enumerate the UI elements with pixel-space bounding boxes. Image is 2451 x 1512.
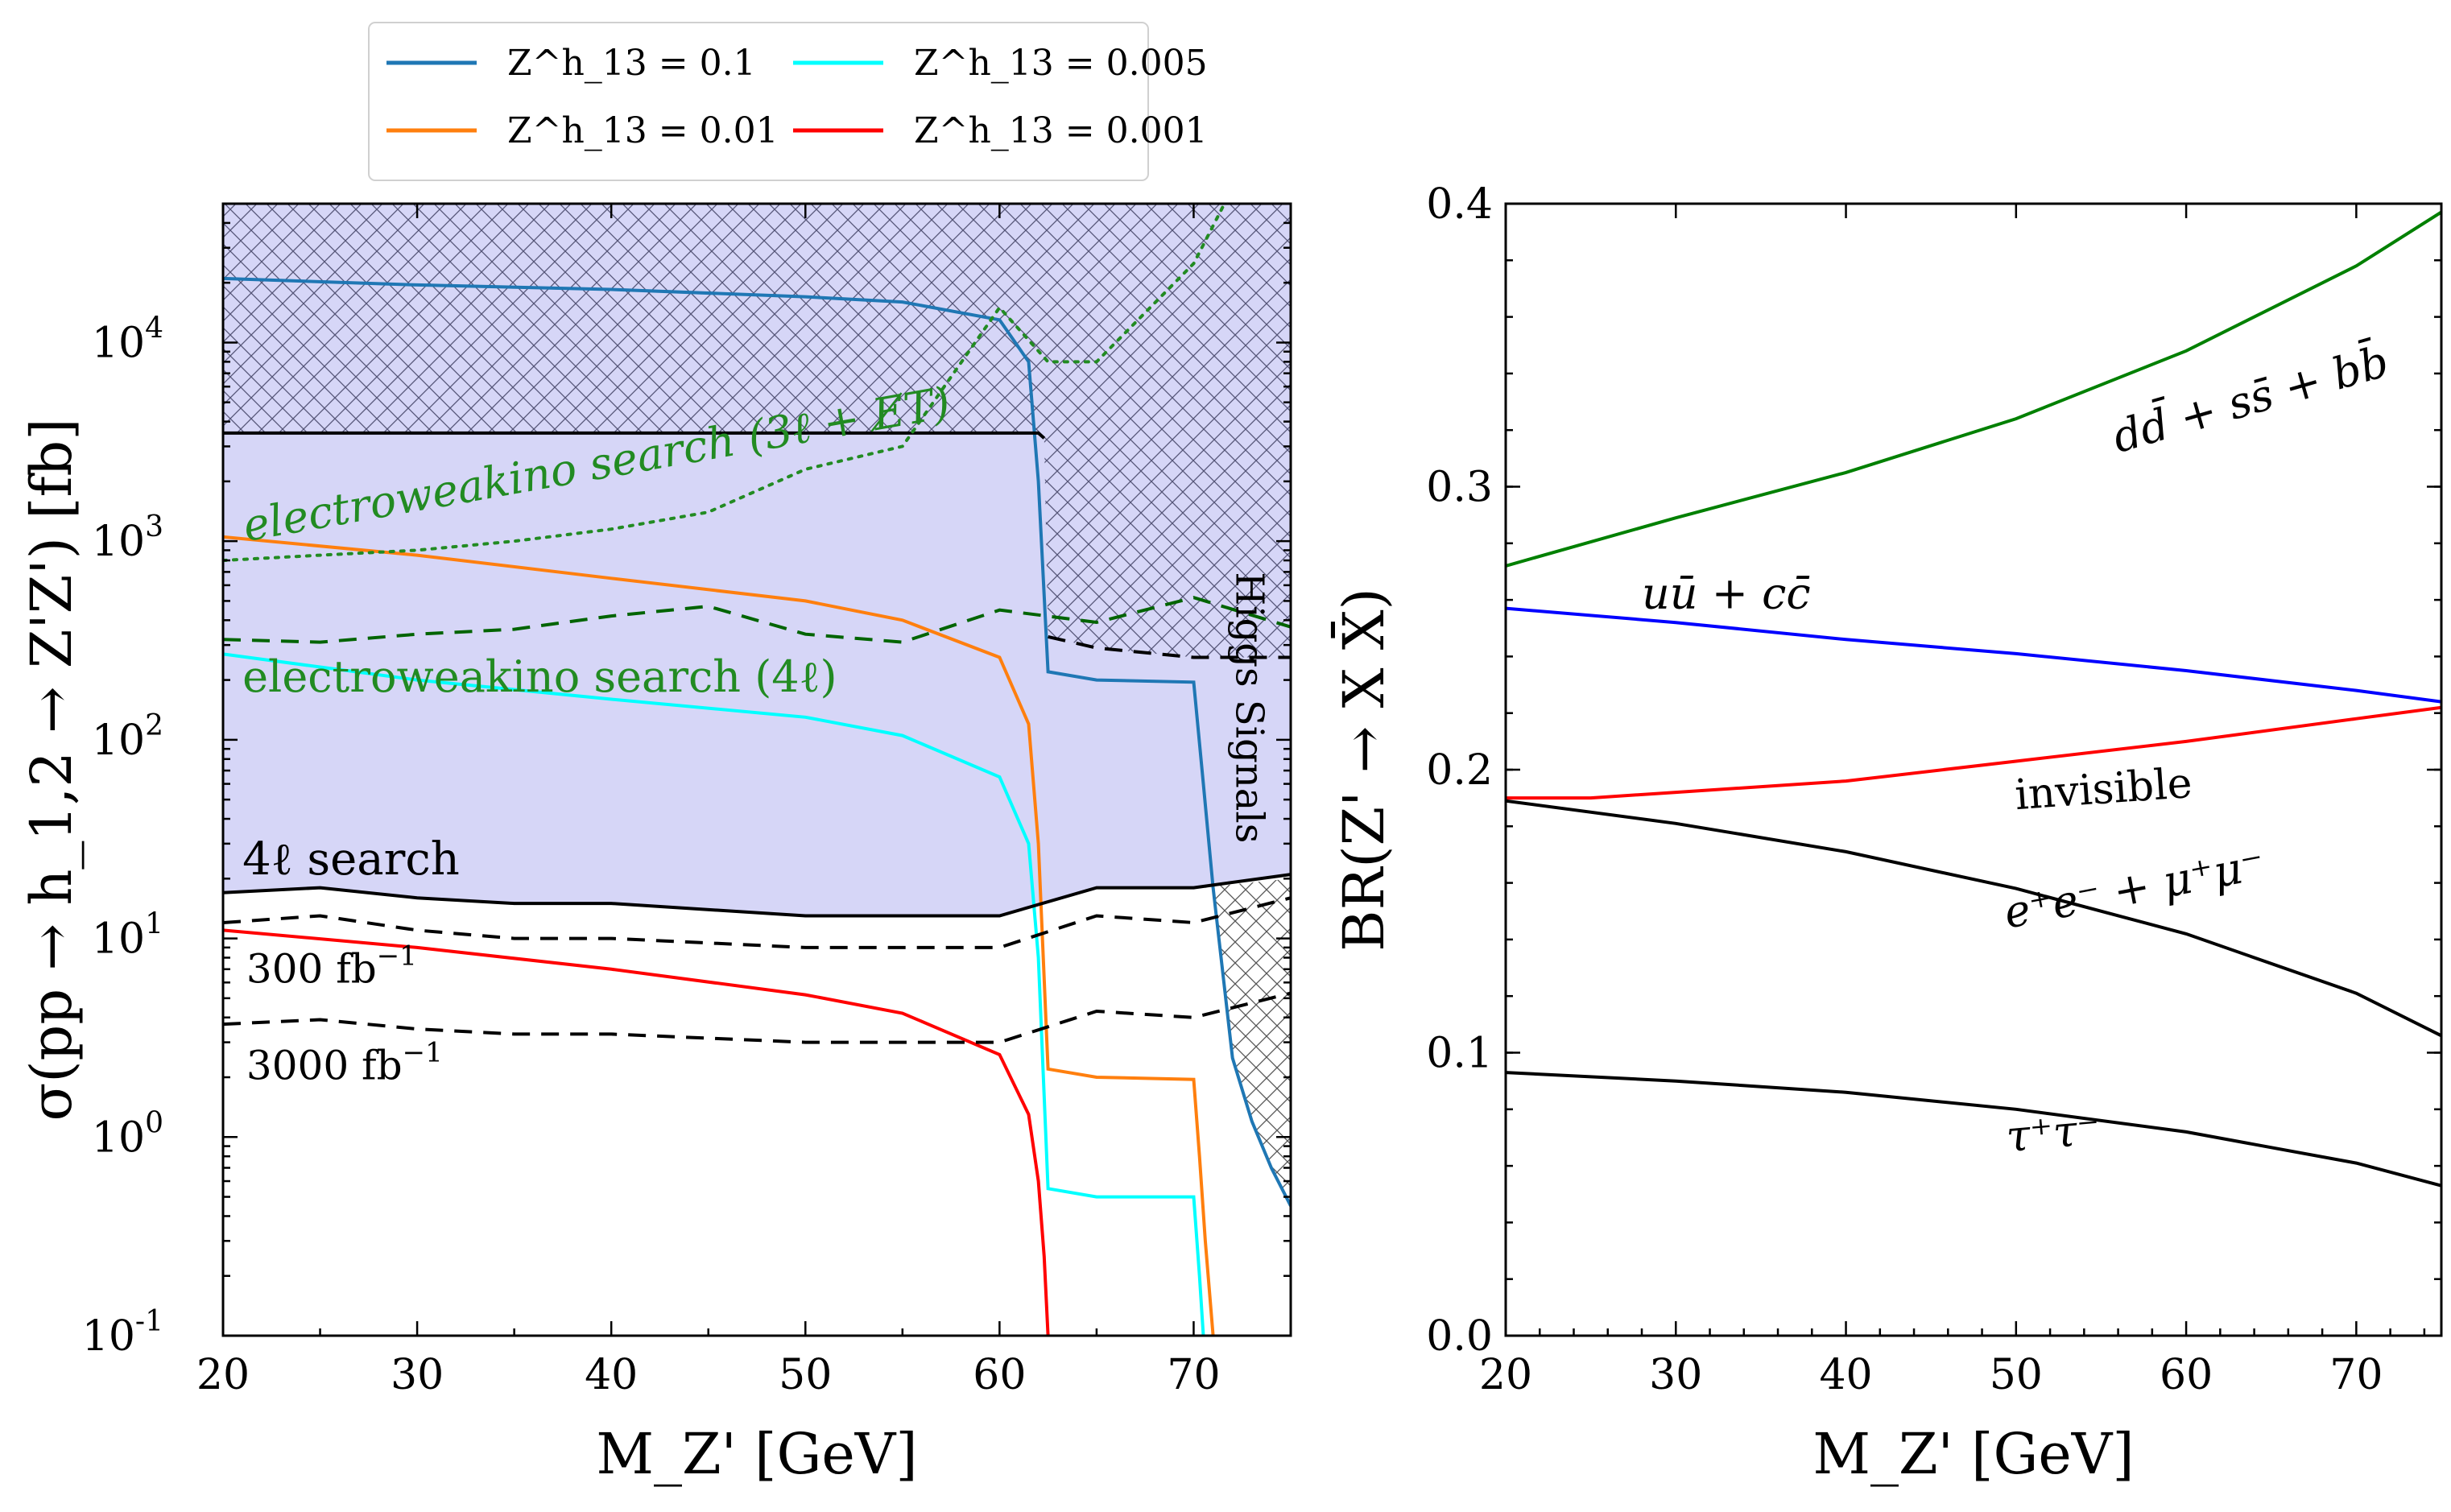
series-line-dd-ss-bb xyxy=(1506,210,2441,568)
legend-entry-4: Z^h_13 = 0.001 xyxy=(914,110,1208,151)
legend-entry-3: Z^h_13 = 0.005 xyxy=(914,43,1208,84)
series-line-z-h-13-0-1 xyxy=(223,276,1291,1207)
x-tick-label: 20 xyxy=(1479,1351,1532,1399)
y-tick-label: 0.4 xyxy=(1426,180,1493,229)
legend-entry-1: Z^h_13 = 0.1 xyxy=(507,43,756,84)
y-tick-label: 0.1 xyxy=(1426,1030,1493,1078)
x-tick-label: 30 xyxy=(391,1351,444,1399)
x-tick-label: 70 xyxy=(1167,1351,1220,1399)
annotation-dsb: dd̄ + ss̄ + bb̄ xyxy=(2106,333,2394,462)
y-tick-label: 101 xyxy=(92,908,163,964)
x-tick-label: 70 xyxy=(2329,1351,2383,1399)
series-line-300-fb-1 xyxy=(223,896,1291,949)
x-tick-label: 30 xyxy=(1649,1351,1702,1399)
y-tick-label: 0.3 xyxy=(1426,464,1493,512)
x-tick-label: 60 xyxy=(973,1351,1026,1399)
series-line-z-h-13-0-01 xyxy=(223,535,1215,1336)
x-tick-label: 40 xyxy=(585,1351,638,1399)
x-axis-label: M_Z' [GeV] xyxy=(596,1421,917,1487)
x-tick-label: 60 xyxy=(2160,1351,2213,1399)
series-line-region-boundary-dashed xyxy=(1048,634,1291,659)
excluded-region-hatched xyxy=(223,204,1291,658)
y-tick-label: 100 xyxy=(92,1106,163,1162)
x-tick-label: 50 xyxy=(779,1351,832,1399)
annotation-300fb: 300 fb−1 xyxy=(246,940,417,992)
series-line-4-search xyxy=(223,873,1291,918)
series-line-diphoton-region-boundary xyxy=(223,431,1046,440)
annotation-3000fb: 3000 fb−1 xyxy=(246,1037,443,1089)
series-line-z-h-13-0-001 xyxy=(223,928,1050,1336)
annotation-invisible: invisible xyxy=(2014,759,2194,820)
series-line-3000-fb-1 xyxy=(223,991,1291,1044)
x-tick-label: 40 xyxy=(1819,1351,1872,1399)
y-axis-label: BR(Z' → X X̄) xyxy=(1330,588,1397,952)
annotation-leptons: e⁺e⁻ + μ⁺μ⁻ xyxy=(2000,838,2269,938)
right-panel: 20 30 40 50 60 70 0.0 0.1 0.2 0.3 0.4 M_Z' [GeV] BR(… xyxy=(1330,180,2443,1487)
annotation-ewk-4l: electroweakino search (4ℓ) xyxy=(242,651,837,702)
y-tick-label: 10-1 xyxy=(82,1305,163,1361)
annotation-4l-search: 4ℓ search xyxy=(242,833,460,886)
x-tick-label: 50 xyxy=(1990,1351,2043,1399)
y-axis-label: σ(pp → h_1,2 → Z'Z') [fb] xyxy=(19,418,85,1121)
annotation-uc: uū + cc̄ xyxy=(1642,568,1811,619)
y-tick-label: 103 xyxy=(92,510,163,566)
y-tick-label: 104 xyxy=(92,312,163,367)
series-line-invisible xyxy=(1506,705,2441,800)
series-line-electroweakino-4 xyxy=(223,596,1291,644)
y-tick-label: 0.2 xyxy=(1426,746,1493,795)
series-line-u-cc xyxy=(1506,606,2441,704)
series-line-z-h-13-0-005 xyxy=(223,652,1205,1336)
higgs-signals-hatched-region xyxy=(1199,878,1291,1206)
y-tick-label: 0.0 xyxy=(1426,1312,1493,1361)
annotation-tau: τ⁺τ⁻ xyxy=(2004,1104,2102,1163)
left-panel: 20 30 40 50 60 70 10-1 100 101 102 103 104 M_Z' [GeV… xyxy=(19,202,1292,1487)
series-line- xyxy=(1506,1071,2441,1188)
x-tick-label: 20 xyxy=(196,1351,250,1399)
series-line-e-e xyxy=(1506,799,2441,1038)
legend-entry-2: Z^h_13 = 0.01 xyxy=(507,110,779,151)
y-tick-label: 102 xyxy=(92,709,163,765)
x-axis-label: M_Z' [GeV] xyxy=(1812,1421,2134,1487)
legend: Z^h_13 = 0.1 Z^h_13 = 0.01 Z^h_13 = 0.005 Z… xyxy=(368,22,1208,181)
series-line-electroweakino-3-met xyxy=(223,204,1226,563)
annotation-higgs-signals: Higgs Signals xyxy=(1226,572,1271,843)
